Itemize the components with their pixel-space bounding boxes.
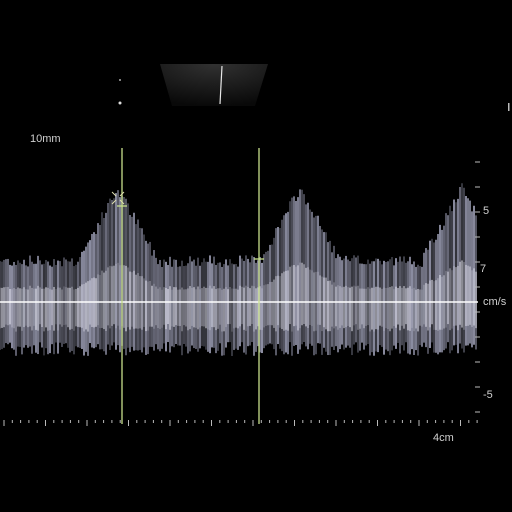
sample-gate-line [219,65,223,105]
caliper-cross-marker [111,191,125,205]
marker-dot-bottom [118,101,122,105]
depth-label: 10mm [30,133,61,145]
velocity-top-label: 5 [483,205,490,217]
edge-marker [508,103,510,111]
time-scale-label: 4cm [433,432,454,444]
velocity-bottom-label: -5 [483,389,493,401]
marker-dot-top [119,79,121,81]
doppler-spectrum [0,183,477,356]
velocity-unit-label: cm/s [483,296,507,308]
bmode-sector-thumbnail [160,64,268,106]
time-axis [3,420,478,426]
velocity-mid-label: 7 [480,263,487,275]
velocity-scale [475,161,480,413]
